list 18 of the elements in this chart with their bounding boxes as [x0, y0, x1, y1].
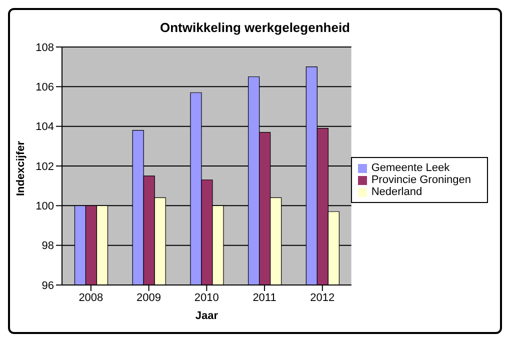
legend-label: Nederland — [371, 186, 422, 198]
x-tick-label: 2009 — [136, 292, 162, 304]
y-tick-label: 108 — [36, 42, 54, 54]
x-tick-label: 2008 — [78, 292, 104, 304]
y-tick-label: 106 — [36, 82, 54, 94]
y-tick-label: 100 — [36, 200, 54, 213]
x-tick-label: 2010 — [194, 292, 219, 304]
y-tick-label: 102 — [36, 160, 54, 173]
x-tick-label: 2012 — [310, 292, 335, 304]
legend-label: Provincie Groningen — [371, 174, 471, 186]
x-tick-label: 2011 — [252, 292, 276, 304]
y-tick-label: 98 — [42, 240, 54, 252]
x-axis-title: Jaar — [195, 310, 219, 322]
legend-label: Gemeente Leek — [371, 162, 450, 174]
y-tick-label: 104 — [36, 121, 54, 134]
y-axis-title: Indexcijfer — [14, 140, 27, 196]
chart-title: Ontwikkeling werkgelegenheid — [159, 20, 351, 35]
y-tick-label: 96 — [42, 280, 54, 292]
